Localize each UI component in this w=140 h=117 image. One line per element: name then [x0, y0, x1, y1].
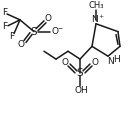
Text: S: S	[77, 68, 83, 78]
Text: O: O	[45, 14, 52, 23]
Text: N: N	[107, 57, 113, 66]
Text: F: F	[9, 32, 15, 41]
Text: S: S	[31, 27, 37, 37]
Text: O: O	[61, 58, 68, 67]
Text: O: O	[92, 58, 99, 67]
Text: OH: OH	[74, 86, 88, 95]
Text: O: O	[18, 40, 24, 49]
Text: −: −	[57, 25, 63, 30]
Text: N: N	[92, 15, 98, 24]
Text: H: H	[113, 55, 119, 64]
Text: +: +	[98, 14, 104, 19]
Text: F: F	[2, 7, 8, 16]
Text: CH₃: CH₃	[88, 1, 104, 10]
Text: F: F	[2, 22, 8, 31]
Text: O: O	[52, 27, 59, 36]
